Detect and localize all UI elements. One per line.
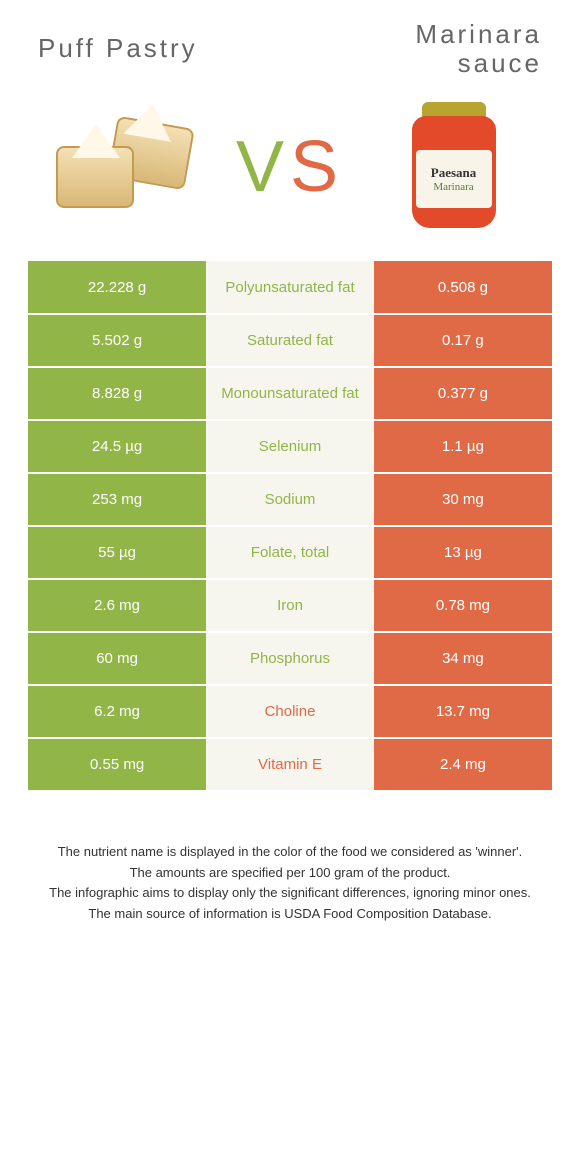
nutrient-label: Saturated fat [206,314,374,367]
footer-notes: The nutrient name is displayed in the co… [28,842,552,923]
left-value: 55 µg [28,526,206,579]
table-row: 8.828 gMonounsaturated fat0.377 g [28,367,552,420]
left-value: 24.5 µg [28,420,206,473]
right-value: 30 mg [374,473,552,526]
header: Puff Pastry Marinara sauce [28,20,552,77]
right-value: 13 µg [374,526,552,579]
nutrient-label: Vitamin E [206,738,374,791]
title-left: Puff Pastry [28,33,290,64]
left-value: 5.502 g [28,314,206,367]
puff-pastry-image [28,102,225,232]
title-right: Marinara sauce [290,20,552,77]
table-row: 24.5 µgSelenium1.1 µg [28,420,552,473]
table-row: 6.2 mgCholine13.7 mg [28,685,552,738]
left-value: 8.828 g [28,367,206,420]
marinara-jar-image: Paesana Marinara [355,102,552,232]
nutrient-label: Selenium [206,420,374,473]
table-row: 253 mgSodium30 mg [28,473,552,526]
table-row: 60 mgPhosphorus34 mg [28,632,552,685]
right-value: 1.1 µg [374,420,552,473]
footer-line-3: The infographic aims to display only the… [32,883,548,903]
left-value: 60 mg [28,632,206,685]
images-row: VS Paesana Marinara [28,97,552,237]
left-value: 253 mg [28,473,206,526]
right-value: 0.17 g [374,314,552,367]
right-value: 34 mg [374,632,552,685]
footer-line-1: The nutrient name is displayed in the co… [32,842,548,862]
left-value: 0.55 mg [28,738,206,791]
left-value: 2.6 mg [28,579,206,632]
table-row: 0.55 mgVitamin E2.4 mg [28,738,552,791]
vs-label: VS [225,126,355,208]
nutrient-label: Monounsaturated fat [206,367,374,420]
nutrient-label: Choline [206,685,374,738]
comparison-table: 22.228 gPolyunsaturated fat0.508 g5.502 … [28,261,552,792]
left-value: 22.228 g [28,261,206,314]
nutrient-label: Sodium [206,473,374,526]
right-value: 13.7 mg [374,685,552,738]
nutrient-label: Folate, total [206,526,374,579]
right-value: 2.4 mg [374,738,552,791]
nutrient-label: Polyunsaturated fat [206,261,374,314]
table-row: 5.502 gSaturated fat0.17 g [28,314,552,367]
left-value: 6.2 mg [28,685,206,738]
jar-sub: Marinara [433,181,473,193]
table-row: 22.228 gPolyunsaturated fat0.508 g [28,261,552,314]
right-value: 0.508 g [374,261,552,314]
table-row: 2.6 mgIron0.78 mg [28,579,552,632]
right-value: 0.377 g [374,367,552,420]
right-value: 0.78 mg [374,579,552,632]
footer-line-2: The amounts are specified per 100 gram o… [32,863,548,883]
nutrient-label: Iron [206,579,374,632]
table-row: 55 µgFolate, total13 µg [28,526,552,579]
vs-v: V [236,126,290,208]
nutrient-label: Phosphorus [206,632,374,685]
footer-line-4: The main source of information is USDA F… [32,904,548,924]
vs-s: S [290,126,344,208]
jar-brand: Paesana [431,165,477,181]
